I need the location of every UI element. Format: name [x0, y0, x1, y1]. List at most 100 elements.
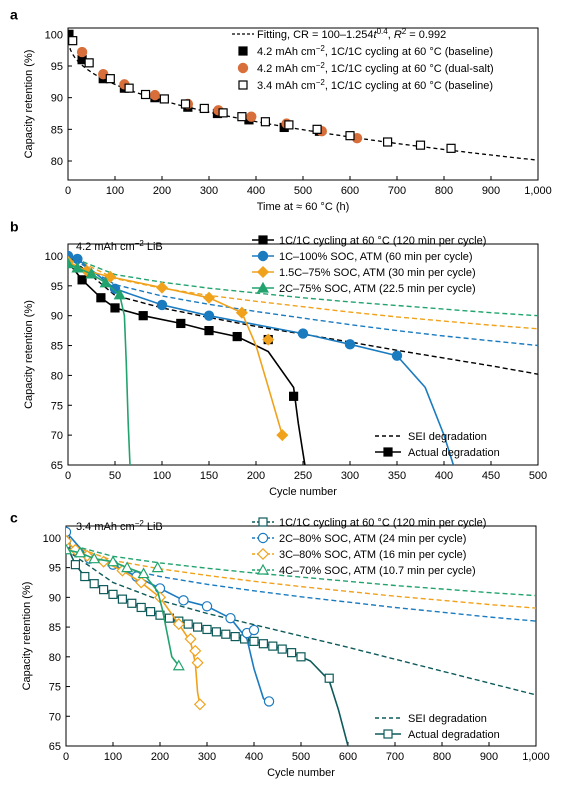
- data-point: [99, 276, 112, 288]
- legend-marker: [237, 62, 249, 74]
- legend-marker: [238, 46, 248, 56]
- data-point: [446, 143, 456, 153]
- data-point: [230, 631, 240, 642]
- sei-line: [68, 255, 538, 375]
- panel-c: c 0 100 200 300 400 500 600 700 800 900 1,000 65 70 75…: [10, 510, 550, 779]
- data-point: [80, 571, 90, 582]
- legend: 1C/1C cycling at 60 °C (120 min per cycl…: [252, 517, 486, 577]
- legend-label: 4.2 mAh cm−2, 1C/1C cycling at 60 °C (du…: [257, 61, 494, 76]
- data-point: [204, 326, 214, 336]
- x-tick-label: 100: [104, 751, 122, 763]
- x-tick-label: 150: [200, 470, 218, 482]
- legend: Fitting, CR = 100–1.254t0.4, R2 = 0.992 4…: [232, 27, 494, 92]
- legend-marker: [257, 532, 269, 544]
- data-point: [77, 275, 87, 285]
- data-point: [262, 333, 275, 346]
- data-point: [164, 613, 174, 623]
- x-tick-label: 100: [106, 185, 124, 197]
- data-point: [324, 673, 334, 683]
- legend-label: 3C–80% SOC, ATM (16 min per cycle): [279, 549, 466, 561]
- data-point: [176, 318, 186, 329]
- x-axis-label: Cycle number: [267, 767, 335, 779]
- x-tick-label: 350: [388, 470, 406, 482]
- data-point: [149, 89, 161, 101]
- data-point: [76, 46, 88, 58]
- y-tick-label: 65: [51, 460, 63, 472]
- series-line: [68, 261, 284, 436]
- data-point: [88, 552, 101, 564]
- data-point: [71, 261, 84, 273]
- legend2-marker: [383, 447, 393, 457]
- legend-label: 2C–75% SOC, ATM (22.5 min per cycle): [279, 283, 476, 295]
- data-point: [312, 124, 322, 134]
- legend-marker: [258, 235, 268, 245]
- legend-label: 1C/1C cycling at 60 °C (120 min per cycl…: [279, 235, 486, 247]
- plot-area: [66, 526, 536, 746]
- data-point: [202, 624, 212, 635]
- legend-label: Fitting, CR = 100–1.254t0.4, R2 = 0.992: [257, 27, 446, 42]
- data-point: [68, 36, 78, 46]
- data-point: [258, 639, 268, 649]
- panel-label-b: b: [10, 219, 19, 235]
- x-tick-label: 400: [247, 185, 265, 197]
- legend2-marker: [383, 729, 393, 739]
- data-point: [172, 659, 185, 671]
- data-point: [183, 619, 193, 629]
- x-axis-label: Time at ≈ 60 °C (h): [257, 201, 350, 213]
- sei-line: [66, 549, 536, 696]
- y-tick-label: 95: [49, 563, 61, 575]
- data-point: [137, 567, 150, 579]
- x-tick-label: 0: [65, 470, 71, 482]
- legend2-label: SEI degradation: [408, 431, 487, 443]
- legend2-label: Actual degradation: [408, 729, 500, 741]
- x-tick-label: 200: [151, 751, 169, 763]
- data-point: [218, 108, 228, 118]
- data-point: [191, 656, 204, 669]
- data-point: [225, 612, 236, 624]
- x-tick-label: 400: [245, 751, 263, 763]
- data-point: [155, 281, 169, 294]
- data-point: [268, 641, 278, 651]
- data-point: [74, 546, 87, 558]
- data-point: [289, 391, 299, 401]
- x-tick-label: 500: [529, 470, 547, 482]
- data-point: [98, 585, 109, 595]
- data-point: [127, 598, 137, 608]
- data-point: [106, 555, 120, 567]
- plot-area: [68, 29, 538, 161]
- legend: 1C/1C cycling at 60 °C (120 min per cycl…: [252, 235, 486, 295]
- y-tick-label: 80: [49, 652, 61, 664]
- legend-marker: [256, 563, 270, 575]
- y-tick-label: 95: [51, 281, 63, 293]
- y-tick-label: 100: [45, 29, 63, 41]
- x-tick-label: 500: [294, 185, 312, 197]
- legend-label: 2C–80% SOC, ATM (24 min per cycle): [279, 533, 466, 545]
- x-tick-label: 500: [292, 751, 310, 763]
- data-point: [70, 560, 81, 570]
- data-point: [66, 534, 73, 547]
- data-point: [344, 339, 356, 350]
- y-tick-label: 90: [51, 311, 63, 323]
- data-point: [345, 131, 355, 141]
- data-point: [193, 622, 203, 632]
- data-point: [249, 636, 259, 646]
- data-point: [287, 648, 297, 658]
- legend-degradation: SEI degradation Actual degradation: [375, 431, 500, 459]
- legend-label: 4C–70% SOC, ATM (10.7 min per cycle): [279, 565, 476, 577]
- sei-line: [66, 543, 536, 609]
- data-point: [235, 306, 248, 319]
- data-point: [260, 117, 270, 127]
- x-tick-label: 450: [482, 470, 500, 482]
- legend-label: 4.2 mAh cm−2, 1C/1C cycling at 60 °C (ba…: [257, 44, 493, 59]
- data-point: [146, 607, 156, 617]
- y-tick-label: 85: [49, 622, 61, 634]
- data-point: [180, 99, 191, 109]
- data-point: [96, 293, 106, 303]
- y-tick-label: 65: [49, 741, 61, 753]
- x-tick-label: 300: [198, 751, 216, 763]
- data-point: [110, 303, 120, 313]
- y-tick-label: 80: [51, 156, 63, 168]
- legend2-label: Actual degradation: [408, 447, 500, 459]
